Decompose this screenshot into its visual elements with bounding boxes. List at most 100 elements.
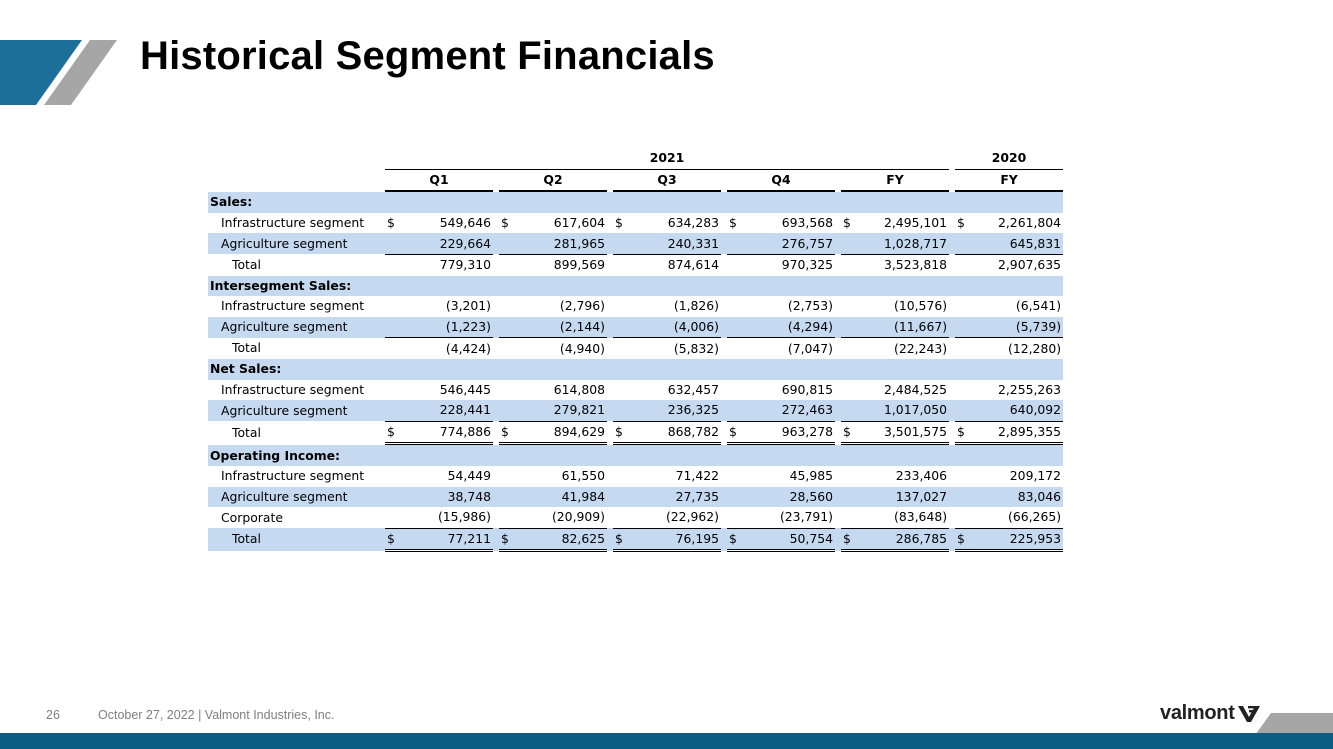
value-cell: (66,265): [955, 507, 1064, 529]
value-cell: 229,664: [385, 233, 493, 255]
value-cell: 779,310: [385, 254, 493, 275]
cell-value: 634,283: [667, 215, 719, 231]
column-header: Q4: [727, 169, 835, 193]
table-row: Total $77,211 $82,625 $76,195 $50,754 $286,78…: [208, 528, 1064, 553]
value-cell: 209,172: [955, 466, 1063, 487]
value-cell: (4,940): [499, 338, 607, 359]
cell-value: (10,576): [894, 298, 948, 314]
year-header-2021: 2021: [385, 148, 950, 170]
value-cell: 632,457: [613, 380, 721, 401]
value-cell: $2,495,101: [841, 213, 949, 234]
cell-gap: [493, 233, 499, 255]
value-cell: (2,796): [499, 296, 607, 317]
value-cell: (11,667): [841, 316, 950, 339]
cell-value: 2,261,804: [997, 215, 1062, 231]
value-cell: 28,560: [727, 486, 835, 508]
currency-symbol: $: [843, 423, 851, 439]
cell-value: (83,648): [894, 509, 948, 525]
value-cell: 690,815: [727, 380, 835, 401]
value-cell: 645,831: [955, 233, 1064, 255]
value-cell: 27,735: [613, 486, 721, 508]
value-cell: (5,832): [613, 338, 721, 359]
cell-gap: [949, 233, 956, 255]
currency-symbol: $: [501, 423, 509, 439]
value-cell: 38,748: [385, 486, 493, 508]
cell-value: 2,484,525: [883, 381, 948, 397]
cell-value: (22,243): [894, 340, 948, 356]
header-blank: [208, 169, 385, 191]
cell-value: 894,629: [553, 424, 605, 440]
value-cell: $549,646: [385, 213, 493, 234]
currency-symbol: $: [615, 214, 623, 230]
value-cell: 2,255,263: [955, 380, 1063, 401]
cell-gap: [721, 528, 727, 551]
section-header-row: Sales:: [208, 191, 1064, 213]
cell-gap: [949, 528, 956, 551]
cell-value: 28,560: [789, 488, 833, 504]
value-cell: $82,625: [499, 528, 607, 553]
table-row: Infrastructure segment 546,445 614,808 632,…: [208, 380, 1063, 401]
cell-value: 549,646: [439, 215, 491, 231]
cell-value: 690,815: [781, 381, 833, 397]
cell-value: (15,986): [437, 509, 491, 525]
row-label: Corporate: [221, 509, 283, 525]
cell-value: 632,457: [667, 381, 719, 397]
cell-value: 45,985: [789, 468, 833, 484]
currency-symbol: $: [729, 423, 737, 439]
logo-wordmark: valmont: [1160, 702, 1235, 724]
value-cell: 614,808: [499, 380, 607, 401]
value-cell: (2,753): [727, 296, 835, 317]
value-cell: (10,576): [841, 296, 949, 317]
cell-value: 2,895,355: [997, 424, 1062, 440]
currency-symbol: $: [729, 530, 737, 546]
page-title: Historical Segment Financials: [140, 34, 715, 78]
cell-value: 970,325: [781, 257, 833, 273]
cell-value: 54,449: [447, 468, 491, 484]
cell-value: 38,748: [447, 488, 491, 504]
value-cell: (22,243): [841, 338, 949, 359]
row-label: Total: [232, 340, 261, 356]
currency-symbol: $: [957, 530, 965, 546]
cell-value: (6,541): [1015, 298, 1062, 314]
cell-value: (5,739): [1015, 319, 1062, 335]
row-label: Infrastructure segment: [221, 381, 365, 397]
cell-value: 279,821: [553, 402, 605, 418]
value-cell: $894,629: [499, 421, 607, 446]
cell-value: 77,211: [447, 530, 491, 546]
cell-value: 27,735: [675, 488, 719, 504]
value-cell: 71,422: [613, 466, 721, 487]
value-cell: $617,604: [499, 213, 607, 234]
value-cell: 276,757: [727, 233, 835, 255]
cell-value: 82,625: [561, 530, 605, 546]
cell-gap: [835, 528, 841, 551]
section-title: Operating Income:: [208, 443, 1064, 466]
value-cell: $774,886: [385, 421, 493, 446]
value-cell: $634,283: [613, 213, 721, 234]
currency-symbol: $: [729, 214, 737, 230]
cell-value: 41,984: [561, 488, 605, 504]
table-row: Agriculture segment 228,441 279,821 236,325…: [208, 400, 1064, 422]
section-title: Sales:: [208, 191, 1064, 213]
value-cell: (12,280): [955, 338, 1063, 359]
row-label: Total: [232, 424, 261, 440]
cell-value: 868,782: [667, 424, 719, 440]
value-cell: 61,550: [499, 466, 607, 487]
cell-value: 272,463: [781, 402, 833, 418]
cell-value: (3,201): [445, 298, 491, 314]
table-row: Corporate (15,986) (20,909) (22,962) (23,791…: [208, 507, 1064, 529]
cell-value: 209,172: [1009, 468, 1062, 484]
value-cell: 1,017,050: [841, 400, 950, 422]
cell-gap: [949, 316, 956, 338]
value-cell: (4,006): [613, 316, 721, 339]
value-cell: 240,331: [613, 233, 721, 255]
cell-gap: [493, 400, 499, 422]
value-cell: 281,965: [499, 233, 607, 255]
currency-symbol: $: [615, 530, 623, 546]
cell-value: (2,144): [559, 319, 605, 335]
cell-gap: [607, 233, 613, 255]
cell-value: (2,796): [559, 298, 605, 314]
column-header: FY: [955, 169, 1064, 193]
cell-value: 693,568: [781, 215, 833, 231]
cell-value: 137,027: [895, 488, 948, 504]
section-title: Intersegment Sales:: [208, 275, 1064, 297]
